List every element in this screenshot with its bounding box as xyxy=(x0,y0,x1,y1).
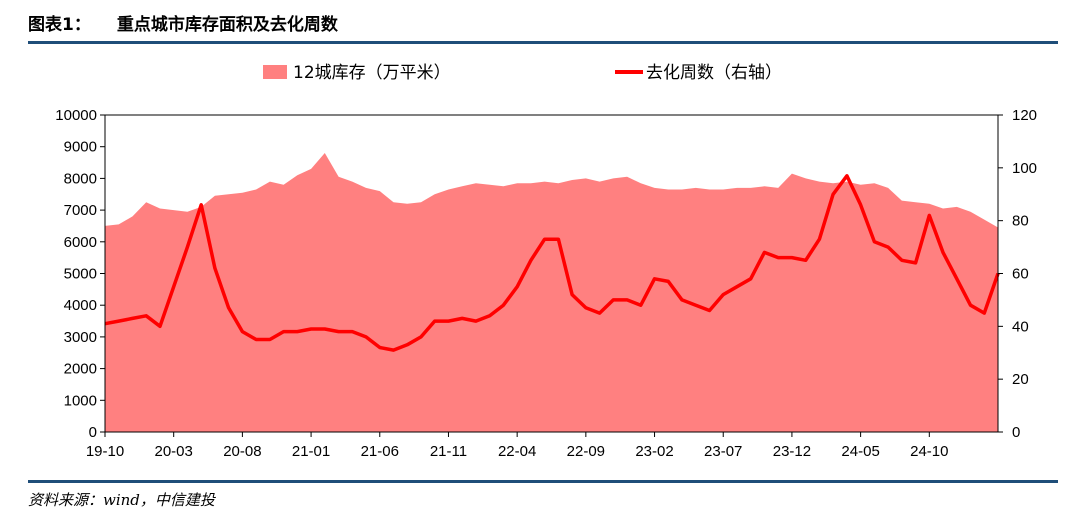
legend-label-line: 去化周数（右轴） xyxy=(646,63,782,83)
x-axis: 19-10 20-03 20-08 21-01 21-06 21-11 22-04 22-09… xyxy=(86,432,948,460)
bottom-rule xyxy=(28,480,1058,483)
x-tick-label: 24-10 xyxy=(910,443,948,460)
y-right-tick-label: 60 xyxy=(1012,266,1029,283)
y-left-tick-label: 6000 xyxy=(64,234,97,251)
x-tick-label: 21-06 xyxy=(361,443,399,460)
figure-title: 重点城市库存面积及去化周数 xyxy=(116,15,338,35)
source-note: 资料来源：wind，中信建投 xyxy=(28,491,215,509)
series-area-inventory xyxy=(105,153,998,432)
y-left-tick-label: 9000 xyxy=(64,139,97,156)
x-tick-label: 23-12 xyxy=(773,443,811,460)
x-tick-label: 21-11 xyxy=(430,443,467,460)
y-right-tick-label: 100 xyxy=(1012,160,1037,177)
y-left-tick-label: 3000 xyxy=(64,329,97,346)
y-right-tick-label: 40 xyxy=(1012,318,1029,335)
x-tick-label: 22-09 xyxy=(567,443,605,460)
x-tick-label: 23-07 xyxy=(704,443,742,460)
top-rule xyxy=(28,41,1058,44)
y-left-tick-label: 1000 xyxy=(64,392,97,409)
y-right-tick-label: 20 xyxy=(1012,371,1029,388)
series-line-weeks xyxy=(104,174,1000,352)
legend: 12城库存（万平米） 去化周数（右轴） xyxy=(263,63,782,83)
legend-swatch-area xyxy=(263,65,287,79)
x-tick-label: 22-04 xyxy=(498,443,536,460)
x-tick-label: 24-05 xyxy=(841,443,879,460)
y-left-tick-label: 0 xyxy=(89,424,97,441)
y-left-tick-label: 5000 xyxy=(64,266,97,283)
y-axis-left: 0 1000 2000 3000 4000 5000 6000 7000 8000 9000 100… xyxy=(55,107,105,441)
figure-number: 图表1： xyxy=(28,15,91,35)
y-axis-right: 0 20 40 60 80 100 120 xyxy=(998,107,1037,441)
y-left-tick-label: 4000 xyxy=(64,297,97,314)
chart-title: 图表1： 重点城市库存面积及去化周数 xyxy=(28,10,338,35)
y-left-tick-label: 2000 xyxy=(64,361,97,378)
x-tick-label: 19-10 xyxy=(86,443,124,460)
y-left-tick-label: 7000 xyxy=(64,202,97,219)
plot-area xyxy=(104,153,1000,432)
x-tick-label: 23-02 xyxy=(635,443,673,460)
x-tick-label: 20-03 xyxy=(155,443,193,460)
y-left-tick-label: 8000 xyxy=(64,170,97,187)
x-tick-label: 21-01 xyxy=(292,443,330,460)
x-tick-label: 20-08 xyxy=(223,443,261,460)
y-right-tick-label: 120 xyxy=(1012,107,1037,124)
y-left-tick-label: 10000 xyxy=(55,107,97,124)
legend-label-area: 12城库存（万平米） xyxy=(293,63,451,83)
y-right-tick-label: 80 xyxy=(1012,213,1029,230)
y-right-tick-label: 0 xyxy=(1012,424,1020,441)
